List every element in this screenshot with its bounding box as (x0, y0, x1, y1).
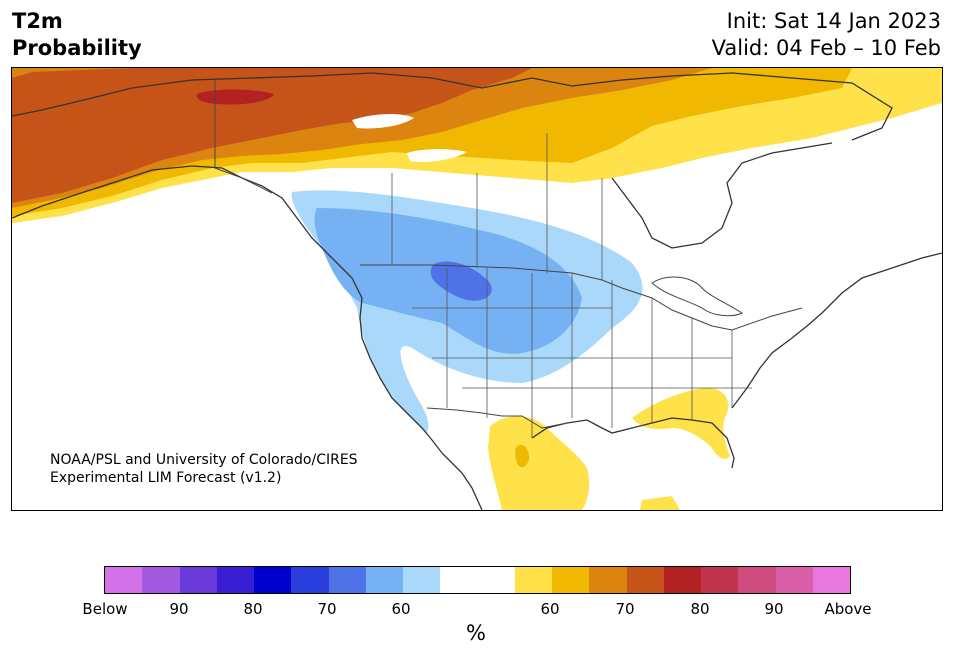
shade-above-70-mexico (515, 444, 530, 468)
credit-line-2: Experimental LIM Forecast (v1.2) (50, 470, 281, 486)
coastline-gulf (531, 417, 735, 469)
colorbar-tick-label: 70 (615, 600, 635, 618)
colorbar-unit: % (466, 621, 486, 645)
colorbar-swatch (701, 567, 739, 593)
colorbar-swatch (142, 567, 180, 593)
colorbar-swatch (440, 567, 478, 593)
shade-below-80-west (430, 261, 492, 301)
us-mexico-border (426, 407, 568, 429)
coastline-hudson (611, 142, 833, 249)
colorbar-swatch (812, 567, 850, 593)
colorbar-swatch (216, 567, 254, 593)
colorbar-swatch (105, 567, 143, 593)
colorbar-swatch (738, 567, 776, 593)
shade-above-60-southeast (632, 387, 730, 459)
colorbar-tick-label: 80 (690, 600, 710, 618)
credit-line-1: NOAA/PSL and University of Colorado/CIRE… (50, 452, 358, 468)
canada-us-border (360, 264, 803, 331)
colorbar-tick-label: 80 (243, 600, 263, 618)
title-variable: T2m (12, 9, 63, 33)
coastline-arctic (12, 72, 893, 141)
map-svg: NOAA/PSL and University of Colorado/CIRE… (12, 68, 942, 510)
colorbar-swatch (514, 567, 552, 593)
colorbar-tick-label: Above (824, 600, 872, 618)
colorbar-tick-label: Below (82, 600, 128, 618)
forecast-dates: Init: Sat 14 Jan 2023 Valid: 04 Feb – 10… (712, 8, 941, 62)
colorbar-swatch (552, 567, 590, 593)
forecast-map: NOAA/PSL and University of Colorado/CIRE… (11, 67, 943, 511)
great-lakes (651, 276, 743, 317)
shade-above-60-mexico (488, 416, 590, 510)
colorbar-tick-label: 60 (540, 600, 560, 618)
alaska-border (214, 78, 273, 194)
colorbar-swatch (254, 567, 292, 593)
colorbar-swatch (365, 567, 403, 593)
shade-above-60-caribbean (640, 496, 680, 510)
colorbar-swatch (663, 567, 701, 593)
colorbar-tick-label: 70 (317, 600, 337, 618)
init-date: Init: Sat 14 Jan 2023 (726, 9, 941, 33)
coastline-west (12, 165, 483, 510)
colorbar-swatch (477, 567, 515, 593)
colorbar-swatch (179, 567, 217, 593)
valid-range: Valid: 04 Feb – 10 Feb (711, 36, 941, 60)
colorbar-swatch (328, 567, 366, 593)
colorbar-tick-label: 60 (391, 600, 411, 618)
colorbar (104, 566, 851, 594)
colorbar-swatch (403, 567, 441, 593)
colorbar-tick-label: 90 (764, 600, 784, 618)
shade-above-90-north (12, 68, 532, 203)
shade-above-95-north (196, 89, 274, 105)
map-title: T2m Probability (12, 8, 142, 62)
coastline-east (731, 252, 942, 409)
hudson-ice-patch (352, 114, 467, 162)
title-type: Probability (12, 36, 142, 60)
colorbar-swatch (775, 567, 813, 593)
colorbar-swatch (291, 567, 329, 593)
colorbar-swatch (589, 567, 627, 593)
colorbar-swatch (626, 567, 664, 593)
colorbar-tick-label: 90 (169, 600, 189, 618)
state-lines (391, 133, 752, 438)
